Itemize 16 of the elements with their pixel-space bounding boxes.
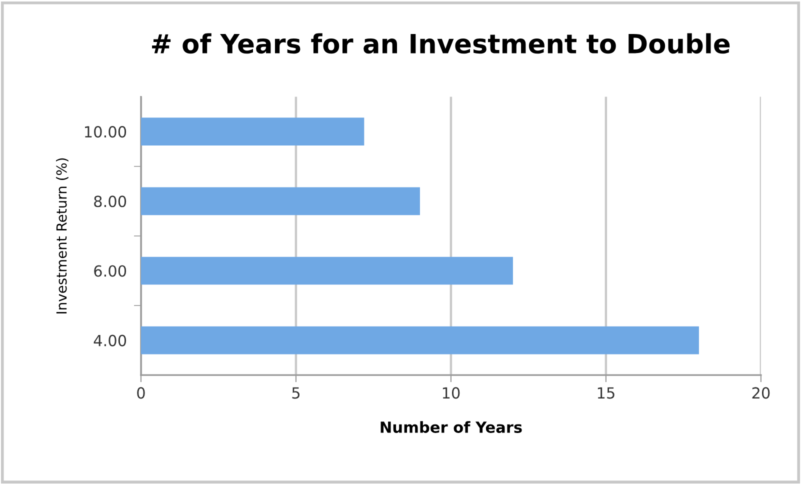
x-axis-title: Number of Years — [380, 421, 522, 433]
y-axis-title: Investment Return (%) — [56, 158, 68, 314]
y-tick-label: 6.00 — [94, 265, 126, 277]
bar — [140, 187, 420, 216]
bar — [140, 326, 699, 354]
x-tick-label: 15 — [598, 387, 614, 399]
y-tick-label: 8.00 — [94, 196, 126, 208]
x-tick-label: 5 — [292, 387, 300, 399]
bar — [140, 256, 513, 285]
y-tick-label: 4.00 — [94, 334, 126, 346]
x-tick-label: 0 — [137, 387, 145, 399]
y-tick-label: 10.00 — [85, 126, 126, 138]
bar — [140, 118, 364, 146]
x-tick-label: 10 — [442, 387, 460, 399]
x-tick-label: 20 — [752, 387, 770, 399]
chart-title: # of Years for an Investment to Double — [152, 33, 730, 54]
